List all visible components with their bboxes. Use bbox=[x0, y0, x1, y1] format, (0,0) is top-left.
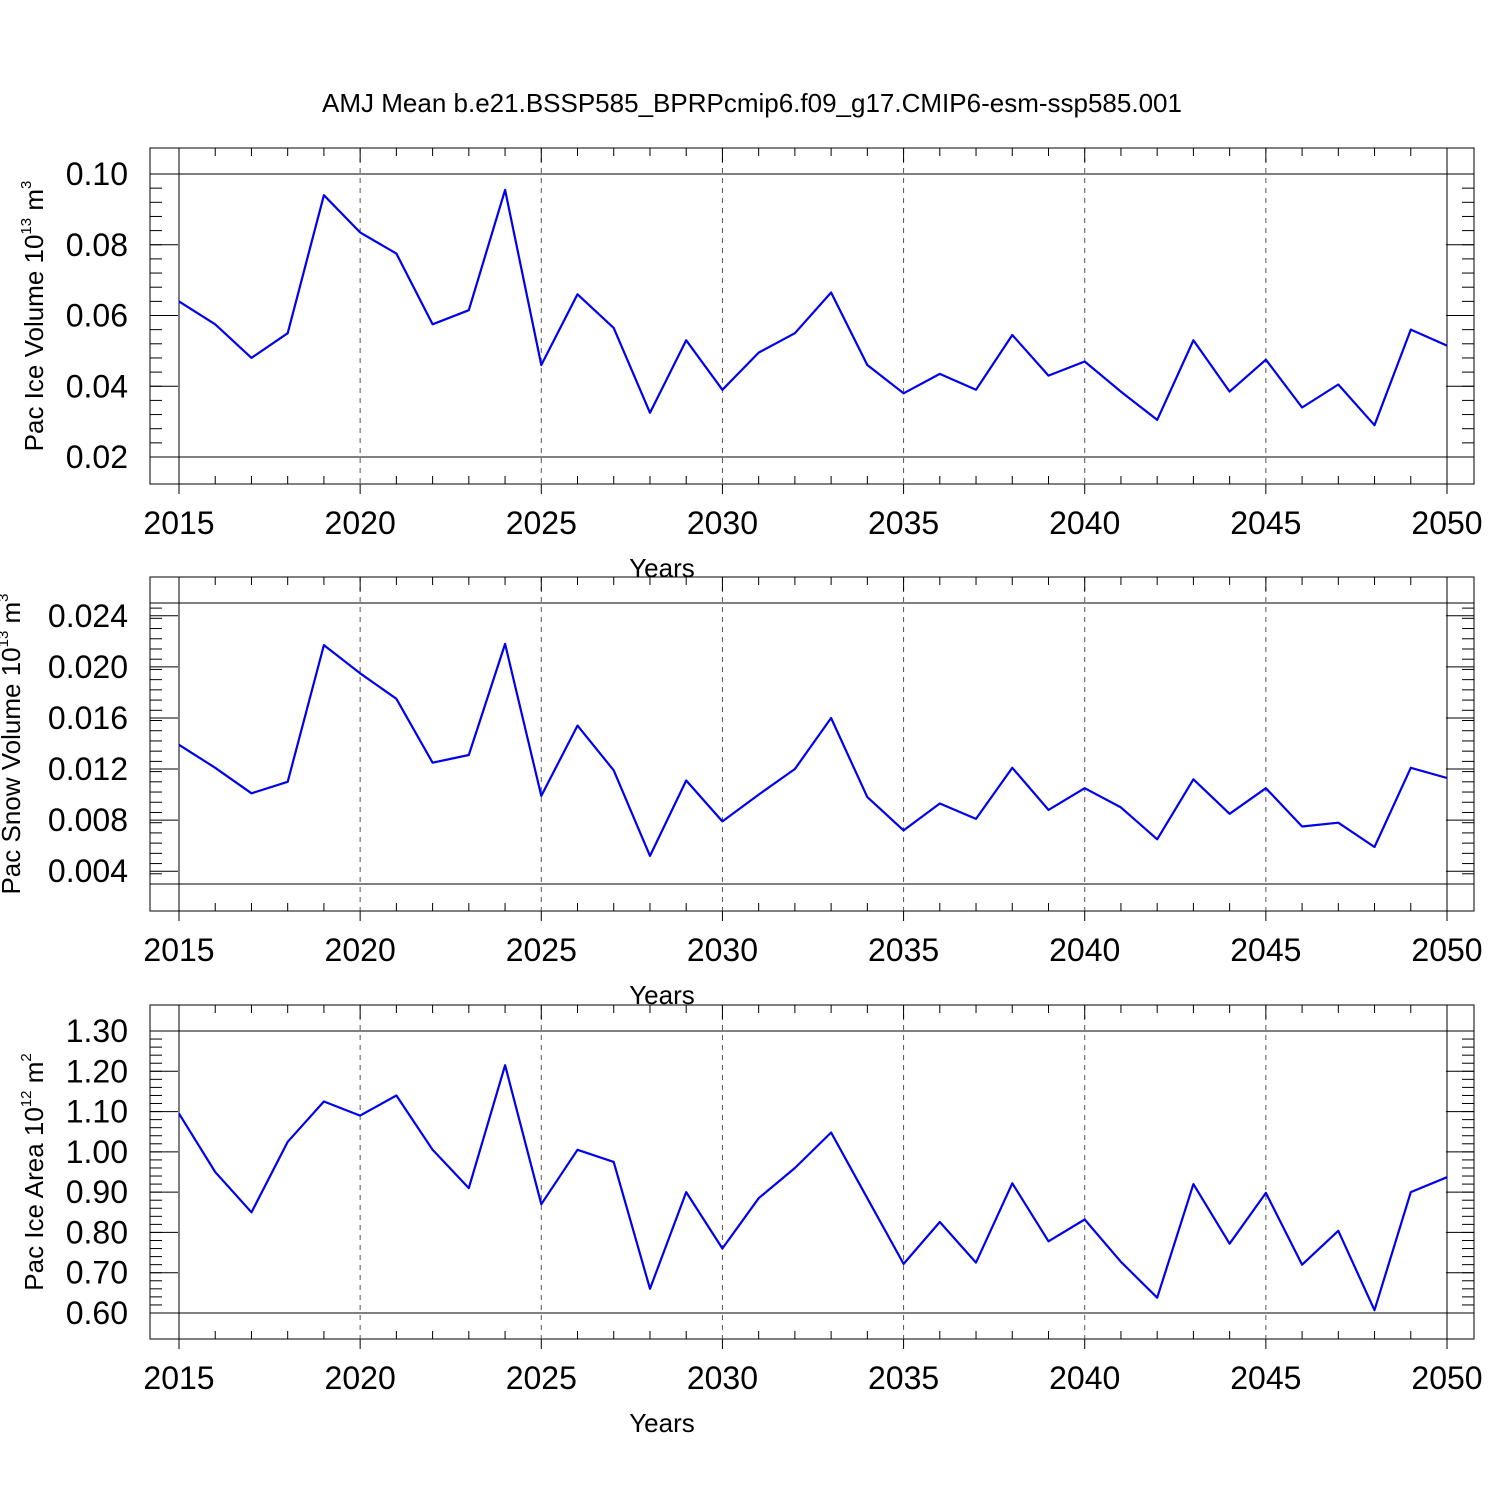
figure-title: AMJ Mean b.e21.BSSP585_BPRPcmip6.f09_g17… bbox=[322, 88, 1182, 118]
y-axis-title: Pac Ice Volume 1013 m3 bbox=[18, 181, 49, 452]
y-tick-label: 1.20 bbox=[66, 1053, 128, 1089]
chart-panels: 2015 2020 2025 2030 2035 2040 2045 2050 0.02 0.04… bbox=[0, 147, 1483, 1438]
y-axis-title-main: Pac Snow Volume 10 bbox=[0, 647, 26, 894]
x-tick-label: 2030 bbox=[687, 1360, 758, 1396]
y-axis-title-main: Pac Ice Volume 10 bbox=[19, 235, 49, 452]
y-axis-title-unit: m bbox=[0, 602, 26, 631]
y-tick-label: 0.06 bbox=[66, 298, 128, 334]
y-axis-title-unit-exponent: 3 bbox=[18, 181, 35, 189]
y-axis-title-main: Pac Ice Area 10 bbox=[19, 1107, 49, 1291]
chart-panel-2: 2015 2020 2025 2030 2035 2040 2045 2050 0.004 0.0… bbox=[0, 576, 1483, 1010]
x-tick-label: 2015 bbox=[143, 505, 214, 541]
x-tick-label: 2040 bbox=[1049, 932, 1120, 968]
y-tick-label: 0.90 bbox=[66, 1174, 128, 1210]
x-tick-label: 2035 bbox=[868, 1360, 939, 1396]
x-tick-label: 2050 bbox=[1411, 1360, 1482, 1396]
y-tick-label: 1.10 bbox=[66, 1094, 128, 1130]
plot-frame bbox=[149, 576, 1475, 912]
x-tick-label: 2045 bbox=[1230, 932, 1301, 968]
x-tick-label: 2025 bbox=[506, 932, 577, 968]
y-axis-title-unit: m bbox=[19, 1062, 49, 1091]
y-tick-label: 0.02 bbox=[66, 439, 128, 475]
x-tick-label: 2045 bbox=[1230, 1360, 1301, 1396]
x-axis-title: Years bbox=[629, 553, 695, 583]
y-tick-label: 0.70 bbox=[66, 1255, 128, 1291]
y-axis-title-exponent: 12 bbox=[18, 1090, 35, 1107]
x-tick-label: 2025 bbox=[506, 505, 577, 541]
x-tick-label: 2035 bbox=[868, 932, 939, 968]
y-tick-label: 0.016 bbox=[48, 700, 128, 736]
y-tick-label: 0.008 bbox=[48, 802, 128, 838]
series-line bbox=[178, 642, 1448, 858]
x-tick-label: 2030 bbox=[687, 932, 758, 968]
y-tick-label: 1.00 bbox=[66, 1134, 128, 1170]
y-axis-title-unit-exponent: 2 bbox=[18, 1053, 35, 1061]
y-tick-label: 0.08 bbox=[66, 227, 128, 263]
series-line bbox=[178, 1064, 1448, 1312]
x-tick-label: 2020 bbox=[325, 1360, 396, 1396]
y-tick-label: 0.020 bbox=[48, 649, 128, 685]
y-tick-label: 0.04 bbox=[66, 368, 128, 404]
y-axis-title-exponent: 13 bbox=[0, 631, 12, 648]
x-tick-label: 2045 bbox=[1230, 505, 1301, 541]
plot-frame bbox=[149, 147, 1475, 485]
series-line bbox=[178, 188, 1448, 427]
x-tick-label: 2040 bbox=[1049, 1360, 1120, 1396]
y-axis-title-unit: m bbox=[19, 189, 49, 218]
y-tick-label: 0.80 bbox=[66, 1214, 128, 1250]
y-tick-label: 0.012 bbox=[48, 751, 128, 787]
x-tick-label: 2040 bbox=[1049, 505, 1120, 541]
x-tick-label: 2030 bbox=[687, 505, 758, 541]
x-tick-label: 2020 bbox=[325, 505, 396, 541]
x-tick-label: 2015 bbox=[143, 1360, 214, 1396]
chart-panel-1: 2015 2020 2025 2030 2035 2040 2045 2050 0.02 0.04… bbox=[18, 147, 1483, 583]
chart-panel-3: 2015 2020 2025 2030 2035 2040 2045 2050 0.60 0.70… bbox=[18, 1004, 1483, 1438]
y-tick-label: 0.004 bbox=[48, 853, 128, 889]
x-tick-label: 2015 bbox=[143, 932, 214, 968]
y-tick-label: 0.10 bbox=[66, 156, 128, 192]
y-axis-title: Pac Ice Area 1012 m2 bbox=[18, 1053, 49, 1290]
x-tick-label: 2050 bbox=[1411, 932, 1482, 968]
x-axis-title: Years bbox=[629, 1408, 695, 1438]
y-axis-title: Pac Snow Volume 1013 m3 bbox=[0, 593, 26, 894]
y-axis-title-unit-exponent: 3 bbox=[0, 593, 12, 601]
plot-frame bbox=[149, 1004, 1475, 1340]
x-tick-label: 2020 bbox=[325, 932, 396, 968]
x-tick-label: 2035 bbox=[868, 505, 939, 541]
y-tick-label: 0.024 bbox=[48, 598, 128, 634]
x-tick-label: 2050 bbox=[1411, 505, 1482, 541]
y-tick-label: 0.60 bbox=[66, 1295, 128, 1331]
x-tick-label: 2025 bbox=[506, 1360, 577, 1396]
y-axis-title-exponent: 13 bbox=[18, 218, 35, 235]
y-tick-label: 1.30 bbox=[66, 1013, 128, 1049]
